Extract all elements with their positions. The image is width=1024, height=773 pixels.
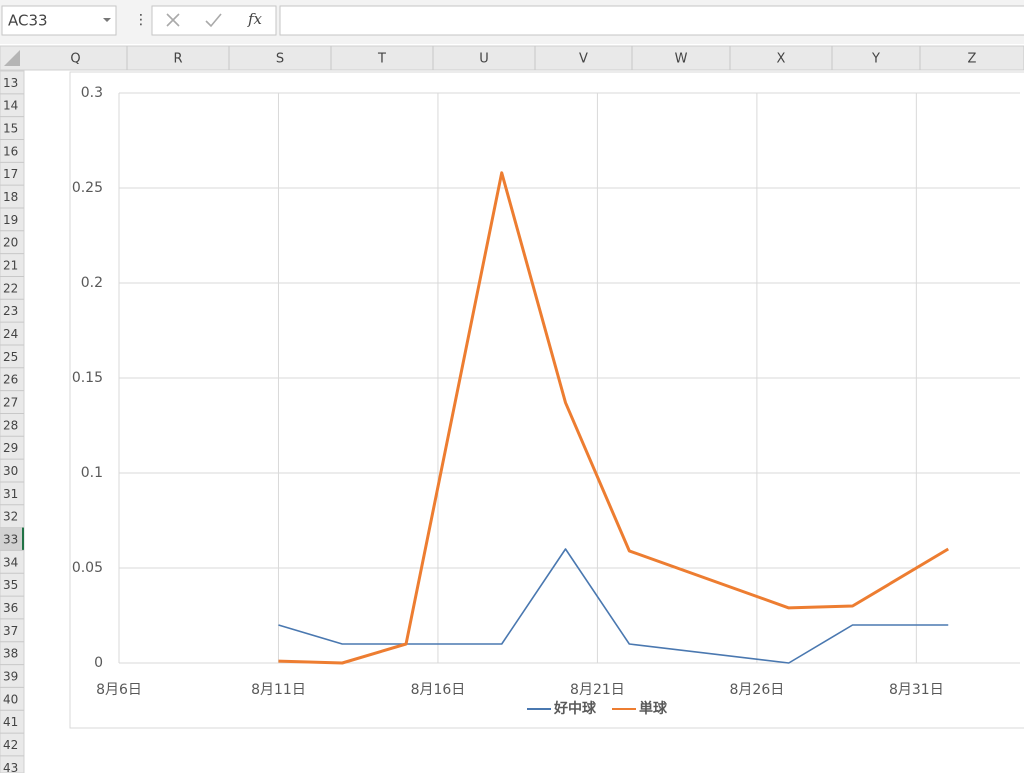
name-box-text: AC33 xyxy=(8,12,48,30)
row-header: 35 xyxy=(3,578,18,592)
x-tick-label: 8月16日 xyxy=(411,682,466,698)
row-header: 24 xyxy=(3,327,18,341)
row-header: 25 xyxy=(3,350,18,364)
column-header: Z xyxy=(968,52,977,67)
active-row-header xyxy=(0,527,24,551)
row-header: 21 xyxy=(3,259,18,273)
row-header: 43 xyxy=(3,761,18,773)
row-header: 30 xyxy=(3,464,18,478)
row-header: 28 xyxy=(3,418,18,432)
y-tick-label: 0 xyxy=(94,655,103,671)
series-line xyxy=(278,548,949,664)
row-header: 26 xyxy=(3,373,18,387)
column-header-bar xyxy=(0,45,1024,71)
column-header: S xyxy=(276,52,284,67)
row-header: 37 xyxy=(3,624,18,638)
name-box[interactable] xyxy=(1,5,117,36)
row-header: 31 xyxy=(3,487,18,501)
row-header: 16 xyxy=(3,144,18,158)
row-header: 39 xyxy=(3,669,18,683)
column-header: Q xyxy=(70,52,80,67)
column-header: V xyxy=(579,52,588,67)
legend-label: 単球 xyxy=(639,700,668,717)
column-header: R xyxy=(173,52,182,67)
row-header: 20 xyxy=(3,236,18,250)
row-header: 18 xyxy=(3,190,18,204)
row-header: 40 xyxy=(3,692,18,706)
column-header: Y xyxy=(871,52,880,67)
row-header: 38 xyxy=(3,647,18,661)
formula-input[interactable] xyxy=(279,5,1024,36)
y-tick-label: 0.05 xyxy=(72,560,103,576)
insert-function-button[interactable]: fx xyxy=(247,10,263,28)
row-header: 22 xyxy=(3,281,18,295)
x-tick-label: 8月31日 xyxy=(889,682,944,698)
separator: ⋮ xyxy=(134,12,148,28)
row-header-bar xyxy=(0,70,25,773)
legend-label: 好中球 xyxy=(553,700,597,717)
row-header: 36 xyxy=(3,601,18,615)
select-all xyxy=(4,50,20,66)
row-header: 23 xyxy=(3,304,18,318)
row-header: 33 xyxy=(3,533,18,547)
row-header: 42 xyxy=(3,738,18,752)
row-header: 34 xyxy=(3,555,18,569)
row-header: 17 xyxy=(3,167,18,181)
y-tick-label: 0.1 xyxy=(81,465,103,481)
x-tick-label: 8月26日 xyxy=(730,682,785,698)
chart-area xyxy=(69,71,1024,729)
x-tick-label: 8月21日 xyxy=(570,682,625,698)
column-header: X xyxy=(777,52,786,67)
y-tick-label: 0.2 xyxy=(81,275,103,291)
x-tick-label: 8月6日 xyxy=(96,682,142,698)
row-header: 32 xyxy=(3,510,18,524)
column-header: W xyxy=(675,52,688,67)
y-tick-label: 0.25 xyxy=(72,180,103,196)
row-header: 29 xyxy=(3,441,18,455)
y-tick-label: 0.3 xyxy=(81,85,103,101)
column-header: T xyxy=(377,52,386,67)
row-header: 15 xyxy=(3,122,18,136)
row-header: 19 xyxy=(3,213,18,227)
row-header: 14 xyxy=(3,99,18,113)
row-header: 13 xyxy=(3,76,18,90)
row-header: 27 xyxy=(3,396,18,410)
x-tick-label: 8月11日 xyxy=(251,682,306,698)
enter-button[interactable] xyxy=(205,13,222,28)
cancel-button[interactable] xyxy=(166,13,180,27)
y-tick-label: 0.15 xyxy=(72,370,103,386)
row-header: 41 xyxy=(3,715,18,729)
series-line xyxy=(278,171,950,665)
name-box-dropdown[interactable] xyxy=(103,18,111,22)
column-header: U xyxy=(479,52,489,67)
